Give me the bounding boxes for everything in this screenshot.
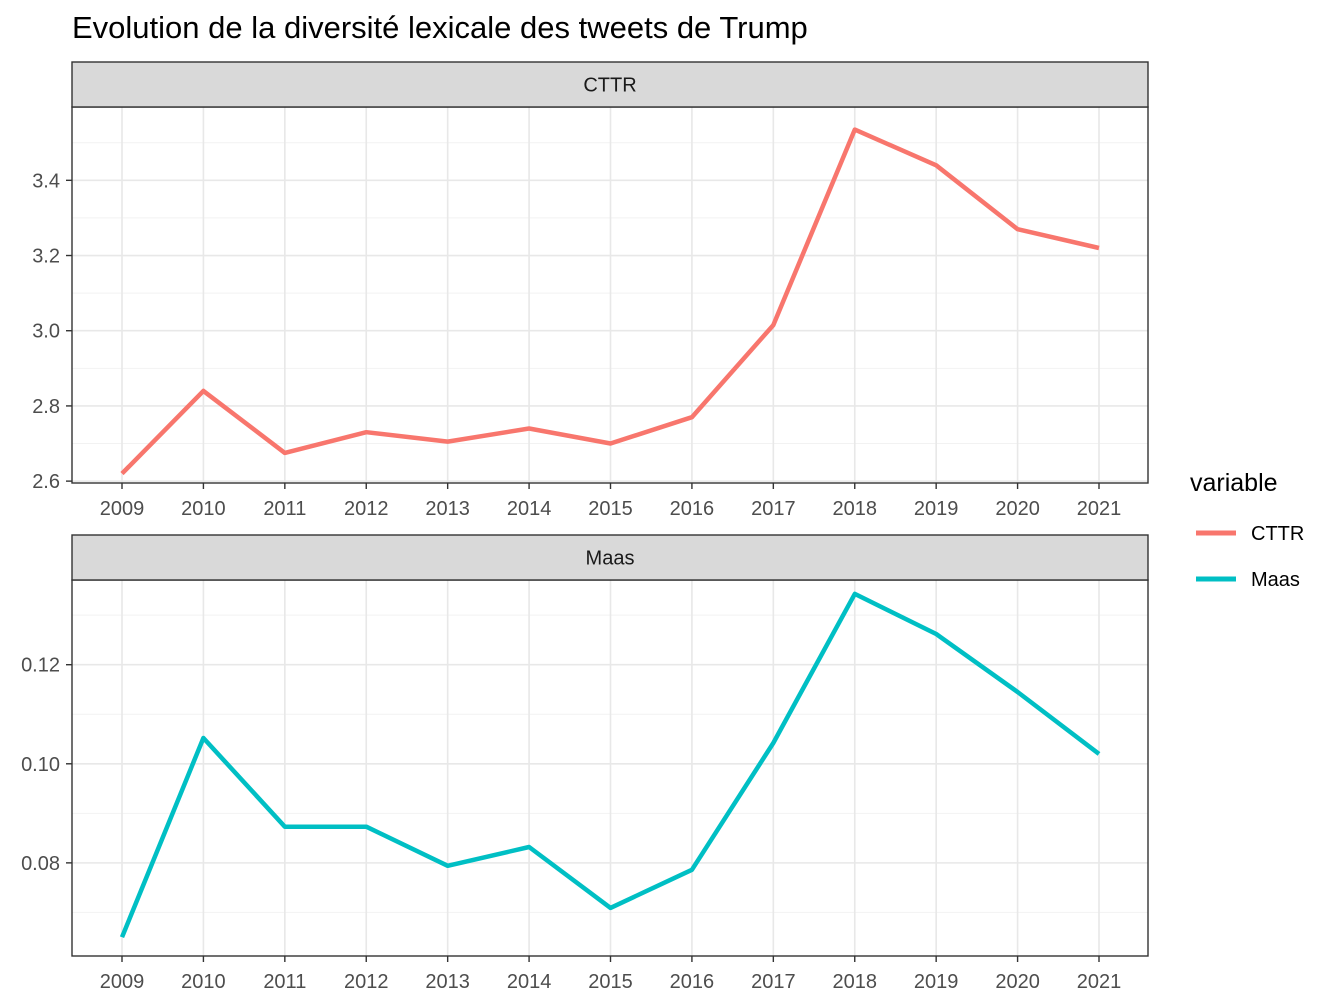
- legend-label: CTTR: [1251, 523, 1304, 545]
- x-tick-label: 2014: [507, 971, 552, 993]
- y-tick-label: 3.4: [32, 170, 60, 192]
- x-tick-label: 2011: [263, 971, 306, 993]
- x-tick-label: 2018: [833, 498, 878, 520]
- x-tick-label: 2020: [995, 498, 1040, 520]
- series-line-cttr: [120, 127, 1100, 476]
- x-tick-label: 2021: [1077, 971, 1122, 993]
- x-tick-label: 2016: [670, 971, 715, 993]
- x-tick-label: 2017: [751, 498, 796, 520]
- x-tick-label: 2014: [507, 498, 552, 520]
- facet-strip-label: Maas: [586, 548, 635, 570]
- x-tick-label: 2012: [344, 971, 389, 993]
- x-tick-label: 2016: [670, 498, 715, 520]
- x-tick-label: 2015: [588, 498, 633, 520]
- facet-strip: [71, 61, 1149, 108]
- legend-title: variable: [1190, 469, 1278, 497]
- y-tick-label: 3.2: [32, 246, 60, 268]
- series-line-maas: [119, 591, 1101, 939]
- x-tick-label: 2009: [100, 971, 145, 993]
- x-tick-label: 2015: [588, 971, 633, 993]
- facet-strip: [71, 534, 1149, 581]
- y-tick-label: 2.6: [32, 471, 60, 493]
- x-tick-label: 2010: [181, 498, 226, 520]
- facet-strip-label: CTTR: [583, 75, 636, 97]
- x-tick-label: 2013: [425, 971, 470, 993]
- x-tick-label: 2010: [181, 971, 226, 993]
- y-tick-label: 0.08: [21, 853, 60, 875]
- legend-label: Maas: [1251, 569, 1300, 591]
- chart-title: Evolution de la diversité lexicale des t…: [72, 10, 808, 45]
- y-tick-label: 0.12: [21, 655, 60, 677]
- x-tick-label: 2021: [1077, 498, 1122, 520]
- x-tick-label: 2013: [425, 498, 470, 520]
- x-tick-label: 2019: [914, 971, 959, 993]
- x-tick-label: 2019: [914, 498, 959, 520]
- y-tick-label: 2.8: [32, 396, 60, 418]
- y-tick-label: 0.10: [21, 754, 60, 776]
- x-tick-label: 2012: [344, 498, 389, 520]
- y-tick-label: 3.0: [32, 321, 60, 343]
- x-tick-label: 2011: [263, 498, 306, 520]
- x-tick-label: 2020: [995, 971, 1040, 993]
- x-tick-label: 2017: [751, 971, 796, 993]
- x-tick-label: 2018: [833, 971, 878, 993]
- x-tick-label: 2009: [100, 498, 145, 520]
